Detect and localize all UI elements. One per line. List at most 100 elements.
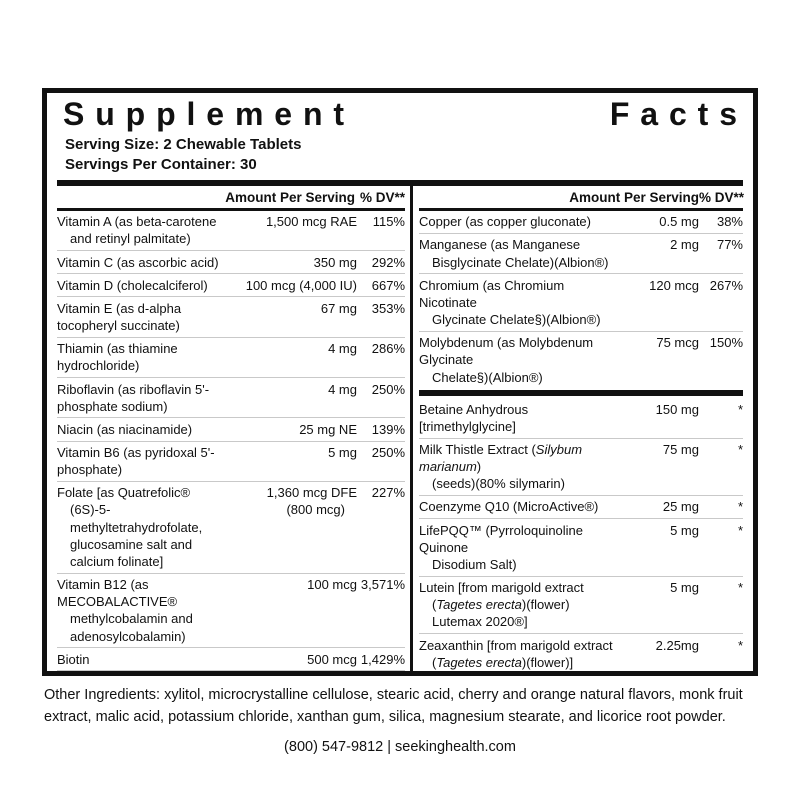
percent-dv-value: 353% <box>371 300 405 316</box>
divider-thick-top <box>57 179 743 186</box>
divider-thick-section <box>419 390 743 397</box>
table-row: Vitamin D (cholecalciferol) 100 mcg (4,00… <box>57 273 405 296</box>
table-row: Thiamin (as thiamine hydrochloride) 4 mg 2… <box>57 336 405 377</box>
percent-dv-value: 150% <box>709 335 743 351</box>
table-row: LifePQQ™ (Pyrroloquinoline Quinone Disodi… <box>419 518 743 575</box>
amount-value: 0.5 mg <box>659 214 699 230</box>
amount-value: 5 mg <box>328 445 357 460</box>
label-footer: Other Ingredients: xylitol, microcrystal… <box>44 684 756 758</box>
serving-size: Serving Size: 2 Chewable Tablets <box>65 136 302 154</box>
percent-dv-value: 250% <box>371 445 405 460</box>
ingredient-name: Milk Thistle Extract (Silybum marianum)(… <box>419 442 583 492</box>
column-header-right: Amount Per Serving % DV** <box>419 186 744 211</box>
table-row: Chromium (as Chromium Nicotinate Glycinat… <box>419 273 743 330</box>
amount-value: 75 mg <box>662 442 699 457</box>
contact-line: (800) 547-9812 | seekinghealth.com <box>284 738 516 755</box>
ingredient-name: Betaine Anhydrous [trimethylglycine] <box>419 401 529 434</box>
amount-value: 2 mg <box>670 237 699 253</box>
table-row: Molybdenum (as Molybdenum Glycinate Chela… <box>419 330 743 388</box>
table-row: Betaine Anhydrous [trimethylglycine] 150 … <box>419 398 743 437</box>
percent-dv-value: * <box>737 442 743 457</box>
amount-per-serving-header: Amount Per Serving <box>225 189 355 205</box>
table-row: Biotin 500 mcg 1,429% <box>57 647 405 670</box>
table-row: Copper (as copper gluconate) 0.5 mg 38% <box>419 211 743 233</box>
facts-columns: Amount Per Serving % DV** Vitamin A (as … <box>57 185 744 671</box>
supplement-facts-panel: Supplement Facts Serving Size: 2 Chewabl… <box>42 88 758 676</box>
ingredient-name: LifePQQ™ (Pyrroloquinoline Quinone Disodi… <box>419 522 584 572</box>
other-ingredients: Other Ingredients: xylitol, microcrystal… <box>44 687 743 726</box>
percent-dv-value: 250% <box>371 381 405 397</box>
table-row: Niacin (as niacinamide) 25 mg NE 139% <box>57 417 405 440</box>
table-row: Vitamin B6 (as pyridoxal 5'-phosphate) 5 … <box>57 440 405 481</box>
amount-value: 67 mg <box>320 300 357 316</box>
percent-dv-value: 357% <box>357 674 405 676</box>
percent-dv-value: 77% <box>716 237 743 253</box>
percent-dv-header: % DV** <box>359 189 405 205</box>
amount-value: 350 mg <box>313 254 357 270</box>
amount-value: 25 mg <box>662 499 699 515</box>
column-header-left: Amount Per Serving % DV** <box>57 186 405 211</box>
percent-dv-value: 139% <box>371 421 405 437</box>
ingredient-name: Manganese (as Manganese Bisglycinate Chel… <box>419 237 609 270</box>
facts-column-left: Amount Per Serving % DV** Vitamin A (as … <box>57 185 413 671</box>
percent-dv-value: 286% <box>371 341 405 357</box>
amount-value: 1,500 mcg RAE <box>265 214 357 230</box>
table-row: Folate [as Quatrefolic® (6S)-5-methyltetr… <box>57 480 405 573</box>
ingredient-name: Thiamin (as thiamine hydrochloride) <box>57 341 178 374</box>
table-row: Coenzyme Q10 (MicroActive®) 25 mg * <box>419 494 743 518</box>
amount-value: 120 mcg <box>649 277 699 293</box>
amount-value: 25 mg NE <box>299 421 357 437</box>
panel-title-word-2: Facts <box>609 96 748 132</box>
percent-dv-value: * <box>737 499 743 515</box>
amount-value: 150 mg <box>655 401 699 417</box>
table-row: Zeaxanthin [from marigold extract (Tagete… <box>419 633 743 671</box>
nutrient-rows-left: Vitamin A (as beta-carotene and retinyl p… <box>57 211 405 676</box>
amount-value: 4 mg <box>328 341 357 357</box>
percent-dv-value: 115% <box>372 214 405 230</box>
table-row: Vitamin A (as beta-carotene and retinyl p… <box>57 211 405 250</box>
percent-dv-value: 1,429% <box>360 651 405 667</box>
facts-column-right: Amount Per Serving % DV** Copper (as cop… <box>413 186 744 671</box>
table-row: Lutein [from marigold extract (Tagetes er… <box>419 575 743 633</box>
amount-value: 1,360 mcg DFE (800 mcg) <box>266 485 357 518</box>
percent-dv-value: 292% <box>371 254 405 270</box>
ingredient-name: Niacin (as niacinamide) <box>57 421 193 437</box>
ingredient-name: Zeaxanthin [from marigold extract (Tagete… <box>419 637 613 670</box>
amount-value: 2.25mg <box>655 637 699 653</box>
percent-dv-value: * <box>737 637 743 653</box>
ingredient-name: Chromium (as Chromium Nicotinate Glycinat… <box>419 277 601 328</box>
percent-dv-value: * <box>737 401 743 417</box>
table-row: Boron (as Bororganic Glycine)(Albion®)1 … <box>419 673 743 676</box>
table-row: Vitamin C (as ascorbic acid) 350 mg 292% <box>57 250 405 273</box>
amount-value: 5 mg <box>670 522 699 538</box>
percent-dv-value: 267% <box>709 277 743 293</box>
amount-value: 4 mg <box>328 381 357 397</box>
ingredient-name: Riboflavin (as riboflavin 5'-phosphate s… <box>57 381 210 414</box>
table-row: Vitamin B12 (as MECOBALACTIVE® methylcoba… <box>57 572 405 648</box>
amount-per-serving-header: Amount Per Serving <box>569 189 699 205</box>
percent-dv-value: 227% <box>371 485 405 501</box>
ingredient-name: Copper (as copper gluconate) <box>419 214 591 230</box>
amount-value: 100 mcg (4,000 IU) <box>245 277 357 293</box>
serving-info: Serving Size: 2 Chewable Tablets Serving… <box>47 132 753 175</box>
amount-value: 100 mcg <box>307 577 357 593</box>
ingredient-name: Coenzyme Q10 (MicroActive®) <box>419 499 599 515</box>
ingredient-name: Molybdenum (as Molybdenum Glycinate Chela… <box>419 335 594 385</box>
percent-dv-value: 667% <box>371 277 405 293</box>
ingredient-name: Vitamin D (cholecalciferol) <box>57 277 208 293</box>
table-row: Milk Thistle Extract (Silybum marianum)(… <box>419 437 743 495</box>
percent-dv-value: * <box>737 580 743 596</box>
table-row: Manganese (as Manganese Bisglycinate Chel… <box>419 232 743 273</box>
ingredient-name: Folate [as Quatrefolic® (6S)-5-methyltetr… <box>57 485 203 569</box>
percent-dv-value: * <box>737 522 743 538</box>
panel-title: Supplement Facts <box>47 93 753 132</box>
servings-per-container: Servings Per Container: 30 <box>65 155 257 173</box>
ingredient-name: Lutein [from marigold extract (Tagetes er… <box>419 580 584 630</box>
percent-dv-value: 3,571% <box>360 577 405 593</box>
amount-value: 5 mg <box>670 580 699 596</box>
table-row: Riboflavin (as riboflavin 5'-phosphate s… <box>57 377 405 417</box>
table-row: Pantothenic Acid (as d-calcium pantothen… <box>57 670 405 676</box>
panel-title-word-1: Supplement <box>63 96 355 132</box>
ingredient-name: Vitamin B12 (as MECOBALACTIVE® methylcoba… <box>57 577 193 644</box>
